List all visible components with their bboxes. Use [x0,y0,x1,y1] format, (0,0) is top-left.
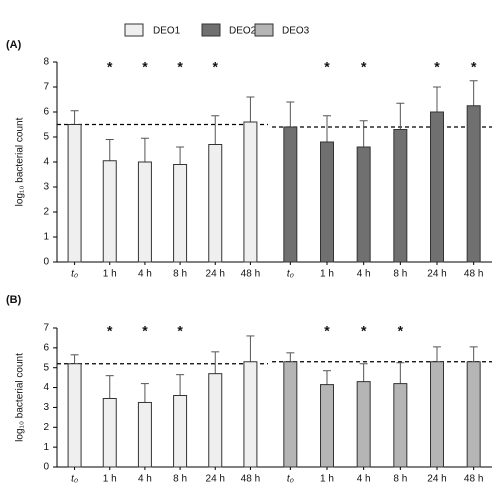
x-tick-label: 8 h [393,474,407,485]
legend: DEO1 DEO2 DEO3 [124,23,310,37]
bar [430,361,444,468]
bar [283,126,298,263]
bar [137,401,152,468]
x-tick-label: 4 h [138,269,152,280]
legend-swatch [254,23,274,37]
y-tick-label: 7 [43,323,49,334]
bar [102,160,117,263]
legend-label: DEO2 [229,26,257,37]
significance-marker: * [324,323,330,339]
x-tick-label: t₀ [71,269,78,280]
panel-label: (A) [6,39,22,51]
significance-marker: * [434,59,440,75]
bar [356,381,371,468]
significance-marker: * [471,59,477,75]
significance-marker: * [142,323,148,339]
bar [320,141,334,263]
bar [208,144,223,263]
significance-marker: * [361,59,367,75]
y-tick-label: 7 [43,82,49,93]
significance-marker: * [213,59,219,75]
y-tick-label: 2 [43,422,49,433]
bar [67,363,82,468]
significance-marker: * [107,59,113,75]
y-tick-label: 0 [43,257,49,268]
legend-label: DEO3 [282,26,310,37]
x-tick-label: 48 h [464,269,483,280]
bar [283,361,298,468]
significance-marker: * [107,323,113,339]
y-tick-label: 4 [43,382,49,393]
significance-marker: * [177,323,183,339]
y-axis-label: log₁₀ bacterial count [15,353,26,442]
bar [67,124,82,263]
bar [173,164,188,263]
bar [208,373,223,468]
significance-marker: * [398,323,404,339]
bar [243,361,258,468]
y-tick-label: 0 [43,462,49,473]
x-tick-label: t₀ [287,269,294,280]
bar [356,146,371,263]
y-tick-label: 2 [43,207,49,218]
x-tick-label: 1 h [103,474,117,485]
x-tick-label: 1 h [320,269,334,280]
legend-label: DEO1 [153,26,181,37]
y-tick-label: 6 [43,107,49,118]
x-tick-label: 24 h [206,474,225,485]
legend-swatch [201,23,221,37]
bar [137,161,152,263]
bar [466,361,481,468]
x-tick-label: 1 h [103,269,117,280]
y-tick-label: 5 [43,362,49,373]
bar [393,129,408,263]
x-tick-label: t₀ [71,474,78,485]
bar [393,383,408,468]
significance-marker: * [324,59,330,75]
significance-marker: * [142,59,148,75]
x-tick-label: 48 h [241,474,260,485]
bar [320,384,334,468]
x-tick-label: 1 h [320,474,334,485]
x-tick-label: 8 h [173,474,187,485]
y-axis-label: log₁₀ bacterial count [15,117,26,206]
x-tick-label: 24 h [206,269,225,280]
bar [430,111,444,263]
x-tick-label: t₀ [287,474,294,485]
bar [466,105,481,263]
x-tick-label: 24 h [427,269,446,280]
significance-marker: * [361,323,367,339]
x-tick-label: 24 h [427,474,446,485]
y-tick-label: 8 [43,57,49,68]
bar [243,121,258,263]
y-tick-label: 4 [43,157,49,168]
panel-label: (B) [6,294,22,306]
y-tick-label: 3 [43,402,49,413]
x-tick-label: 4 h [138,474,152,485]
x-tick-label: 4 h [357,474,371,485]
x-tick-label: 8 h [393,269,407,280]
y-tick-label: 5 [43,132,49,143]
y-tick-label: 6 [43,342,49,353]
y-tick-label: 1 [43,232,49,243]
y-tick-label: 3 [43,182,49,193]
legend-swatch [124,23,144,37]
x-tick-label: 8 h [173,269,187,280]
bar [173,395,188,468]
x-tick-label: 48 h [464,474,483,485]
x-tick-label: 4 h [357,269,371,280]
x-tick-label: 48 h [241,269,260,280]
significance-marker: * [177,59,183,75]
bar [102,397,117,468]
y-tick-label: 1 [43,442,49,453]
